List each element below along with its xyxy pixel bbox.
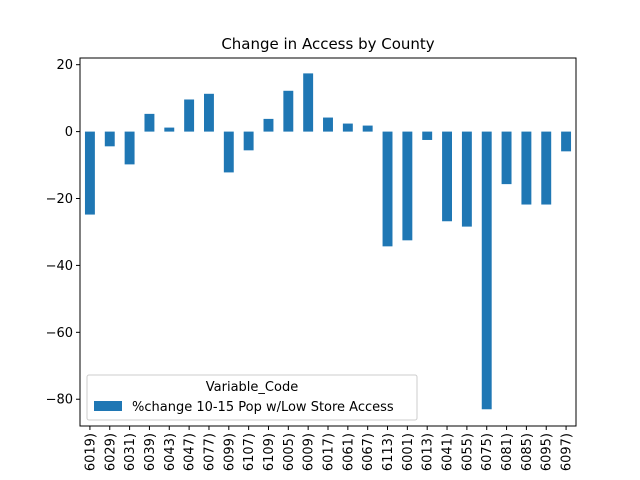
bar-6095 (541, 131, 552, 205)
bar-6067 (362, 125, 373, 132)
bar-6001 (402, 131, 413, 241)
x-tick-label: 6055) (460, 433, 475, 471)
x-tick-label: 6005) (282, 433, 297, 471)
x-tick-label: 6001) (401, 433, 416, 471)
x-tick-label: 6029) (103, 433, 118, 471)
y-tick-label: −80 (46, 393, 73, 408)
bar-6005 (283, 90, 294, 132)
legend-series-label: %change 10-15 Pop w/Low Store Access (132, 400, 394, 415)
bar-6009 (303, 73, 314, 132)
x-tick-label: 6043) (163, 433, 178, 471)
bar-6099 (223, 131, 234, 173)
bar-6055 (461, 131, 472, 227)
y-tick-label: −60 (46, 326, 73, 341)
x-tick-label: 6009) (302, 433, 317, 471)
plot-area-frame (79, 57, 577, 427)
x-tick-label: 6107) (242, 433, 257, 471)
bar-6061 (342, 123, 353, 132)
x-tick-label: 6061) (341, 433, 356, 471)
bar-6043 (164, 127, 175, 132)
bar-6109 (263, 118, 274, 132)
x-tick-label: 6017) (322, 433, 337, 471)
bar-6029 (104, 131, 115, 147)
bar-6031 (124, 131, 135, 165)
chart-title: Change in Access by County (221, 35, 434, 53)
legend-title: Variable_Code (206, 380, 298, 395)
x-tick-label: 6031) (123, 433, 138, 471)
bar-6039 (144, 113, 155, 132)
y-tick-label: 0 (65, 125, 73, 140)
bar-6081 (501, 131, 512, 185)
bar-6077 (204, 93, 214, 132)
x-tick-label: 6013) (421, 433, 436, 471)
bar-6107 (243, 131, 254, 151)
bar-6113 (382, 131, 393, 247)
bar-6097 (561, 131, 572, 152)
y-tick-label: −40 (46, 259, 73, 274)
x-tick-label: 6085) (520, 433, 535, 471)
x-tick-label: 6109) (262, 433, 277, 471)
bar-6041 (442, 131, 452, 222)
x-tick-label: 6041) (441, 433, 456, 471)
x-tick-label: 6039) (143, 433, 158, 471)
y-tick-label: 20 (56, 58, 73, 73)
bar-6085 (521, 131, 532, 205)
legend-swatch (94, 401, 122, 411)
x-tick-label: 6097) (560, 433, 575, 471)
x-axis: 6019) 6029) 6031) 6039) 6043) 6047) 6077) 6099)… (83, 426, 575, 471)
bar-6019 (84, 131, 95, 215)
x-tick-label: 6075) (480, 433, 495, 471)
x-tick-label: 6019) (83, 433, 98, 471)
legend: Variable_Code %change 10-15 Pop w/Low St… (86, 374, 418, 421)
bar-6047 (184, 99, 195, 132)
x-tick-label: 6095) (540, 433, 555, 471)
y-tick-label: −20 (46, 192, 73, 207)
x-tick-label: 6077) (202, 433, 217, 471)
x-tick-label: 6113) (381, 433, 396, 471)
x-tick-label: 6099) (222, 433, 237, 471)
legend-box (86, 374, 418, 421)
y-axis: 20 0 −20 −40 −60 −80 (46, 58, 80, 408)
x-tick-label: 6067) (361, 433, 376, 471)
x-tick-label: 6047) (183, 433, 198, 471)
bar-6017 (323, 117, 333, 132)
bar-6075 (481, 131, 492, 410)
x-tick-label: 6081) (500, 433, 515, 471)
bar-series (84, 73, 572, 410)
bar-6013 (422, 131, 433, 140)
